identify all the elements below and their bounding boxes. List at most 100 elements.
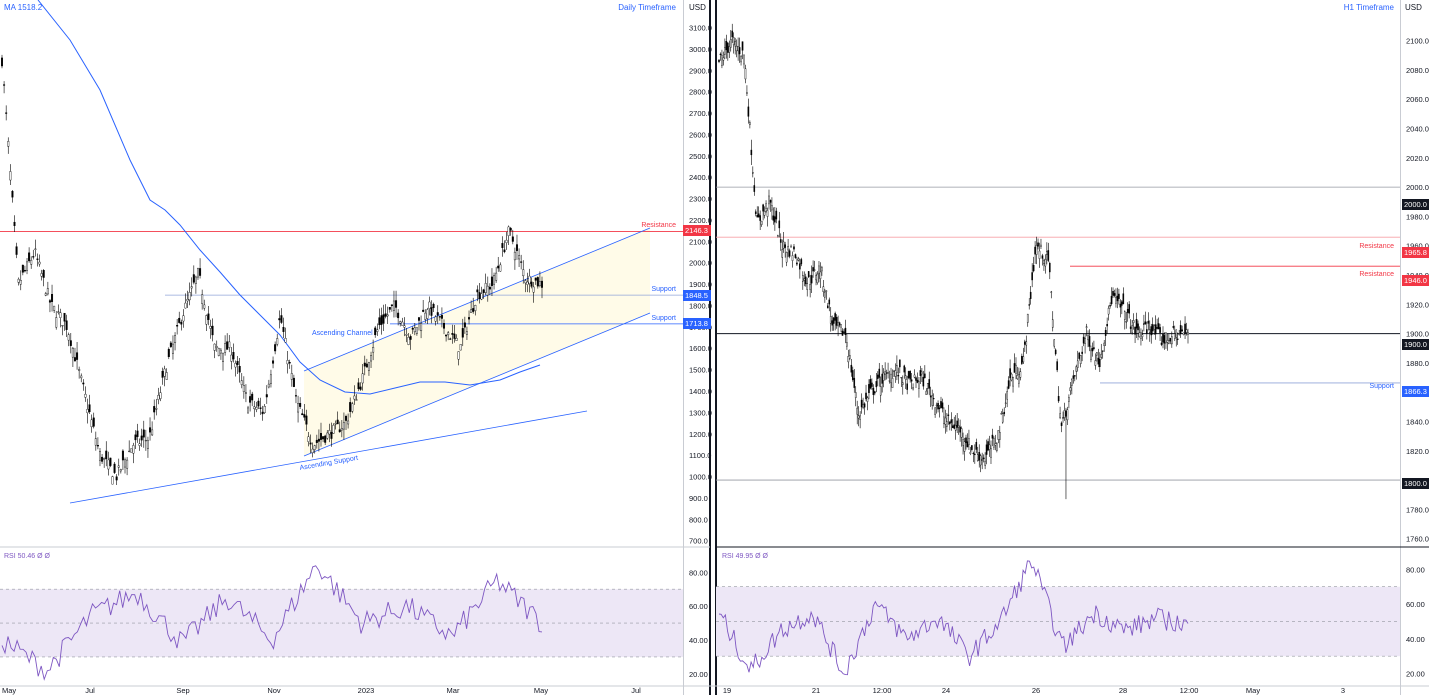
svg-text:1965.8: 1965.8 — [1404, 248, 1427, 257]
h1-candle-body — [950, 419, 953, 423]
left-x-tick-label: Jul — [85, 686, 95, 695]
h1-candle-body — [1178, 333, 1180, 335]
h1-candle-body — [968, 438, 970, 445]
left-x-tick-label: 2023 — [358, 686, 375, 695]
h1-candle-body — [806, 283, 809, 290]
daily-candle-body — [184, 302, 187, 309]
h1-candle-body — [988, 444, 991, 450]
daily-candle-body — [180, 321, 183, 325]
left-y-tick-label: 1200.0 — [689, 430, 712, 439]
daily-candle-body — [422, 309, 425, 312]
h1-candle-body — [744, 68, 747, 80]
h1-price-pane[interactable] — [716, 23, 1400, 500]
h1-candle-body — [929, 395, 932, 398]
left-currency-label: USD — [689, 3, 706, 12]
left-rsi-band — [0, 589, 683, 657]
h1-candle-body — [881, 373, 883, 384]
daily-candle-body — [332, 424, 335, 434]
right-resistance1-label: Resistance — [1359, 243, 1394, 250]
daily-candle-body — [380, 315, 383, 325]
h1-candle-body — [1146, 329, 1148, 334]
right-y-tick-label: 2100.0 — [1406, 37, 1429, 46]
daily-candle-body — [146, 440, 149, 449]
h1-candle-body — [1071, 379, 1073, 386]
daily-candle-body — [334, 423, 337, 425]
left-x-tick-label: May — [2, 686, 16, 695]
h1-candle-body — [760, 220, 763, 225]
daily-candle-body — [149, 427, 152, 433]
left-x-tick-label: May — [534, 686, 548, 695]
h1-candle-body — [793, 246, 795, 250]
daily-candle-body — [1, 57, 4, 67]
daily-candle-body — [361, 373, 364, 384]
daily-candle-body — [319, 433, 322, 440]
daily-candle-body — [188, 292, 191, 301]
daily-candle-body — [217, 348, 220, 356]
h1-candle-body — [921, 371, 923, 375]
daily-candle-body — [459, 344, 462, 351]
h1-candle-body — [996, 443, 998, 451]
h1-candle-body — [1110, 295, 1113, 305]
h1-rsi-pane[interactable] — [716, 560, 1400, 676]
h1-candle-body — [1047, 250, 1050, 261]
h1-candle-body — [909, 370, 911, 380]
daily-candle-body — [434, 316, 437, 322]
left-y-tick-label: 2000.0 — [689, 259, 712, 268]
daily-candle-body — [451, 333, 454, 335]
h1-candle-body — [750, 149, 753, 156]
h1-candle-body — [1162, 334, 1164, 343]
h1-candle-body — [785, 252, 788, 263]
daily-candle-body — [134, 434, 137, 441]
daily-candle-body — [36, 258, 39, 260]
daily-candle-body — [457, 351, 460, 360]
h1-candle-body — [724, 47, 726, 55]
h1-candle-body — [1065, 410, 1067, 417]
h1-candle-body — [994, 443, 997, 446]
h1-candle-body — [822, 286, 825, 292]
daily-candle-body — [476, 289, 479, 293]
daily-price-pane[interactable] — [0, 0, 683, 504]
h1-candle-body — [1140, 332, 1142, 339]
daily-rsi-pane[interactable] — [0, 565, 683, 681]
daily-candle-body — [130, 448, 133, 453]
daily-candle-body — [374, 327, 377, 336]
h1-candle-body — [949, 421, 951, 425]
h1-candle-body — [957, 425, 960, 428]
h1-candle-body — [1109, 305, 1111, 307]
h1-candle-body — [856, 407, 859, 415]
h1-candle-body — [840, 324, 842, 328]
h1-candle-body — [1062, 417, 1064, 419]
left-y-tick-label: 3000.0 — [689, 45, 712, 54]
h1-candle-body — [912, 387, 914, 390]
h1-candle-body — [1091, 348, 1094, 352]
daily-candle-body — [303, 414, 306, 418]
daily-candle-body — [136, 430, 139, 437]
h1-candle-body — [1168, 339, 1170, 344]
daily-candle-body — [384, 313, 387, 317]
left-y-tick-label: 1000.0 — [689, 473, 712, 482]
ascending-support-line — [69, 410, 588, 504]
h1-candle-body — [1126, 308, 1129, 313]
h1-candle-body — [1169, 337, 1172, 342]
daily-candle-body — [518, 255, 521, 260]
daily-candle-body — [520, 261, 523, 263]
daily-candle-body — [3, 84, 6, 86]
h1-candle-body — [924, 373, 926, 379]
h1-candle-body — [1069, 387, 1072, 392]
h1-candle-body — [844, 327, 847, 336]
h1-candle-body — [759, 215, 761, 221]
daily-candle-body — [472, 308, 475, 312]
daily-candle-body — [347, 420, 350, 425]
h1-candle-body — [962, 439, 964, 446]
h1-candle-body — [800, 259, 803, 265]
h1-candle-body — [975, 442, 978, 450]
right-y-tick-label: 1780.0 — [1406, 505, 1429, 514]
daily-candle-body — [342, 422, 345, 430]
left-y-tick-label: 1100.0 — [689, 451, 711, 460]
left-rsi-tick-label: 40.00 — [689, 636, 708, 645]
daily-candle-body — [151, 429, 154, 436]
h1-candle-body — [788, 250, 791, 257]
daily-candle-body — [305, 415, 308, 425]
h1-candle-body — [960, 428, 963, 438]
daily-candle-body — [40, 273, 43, 277]
